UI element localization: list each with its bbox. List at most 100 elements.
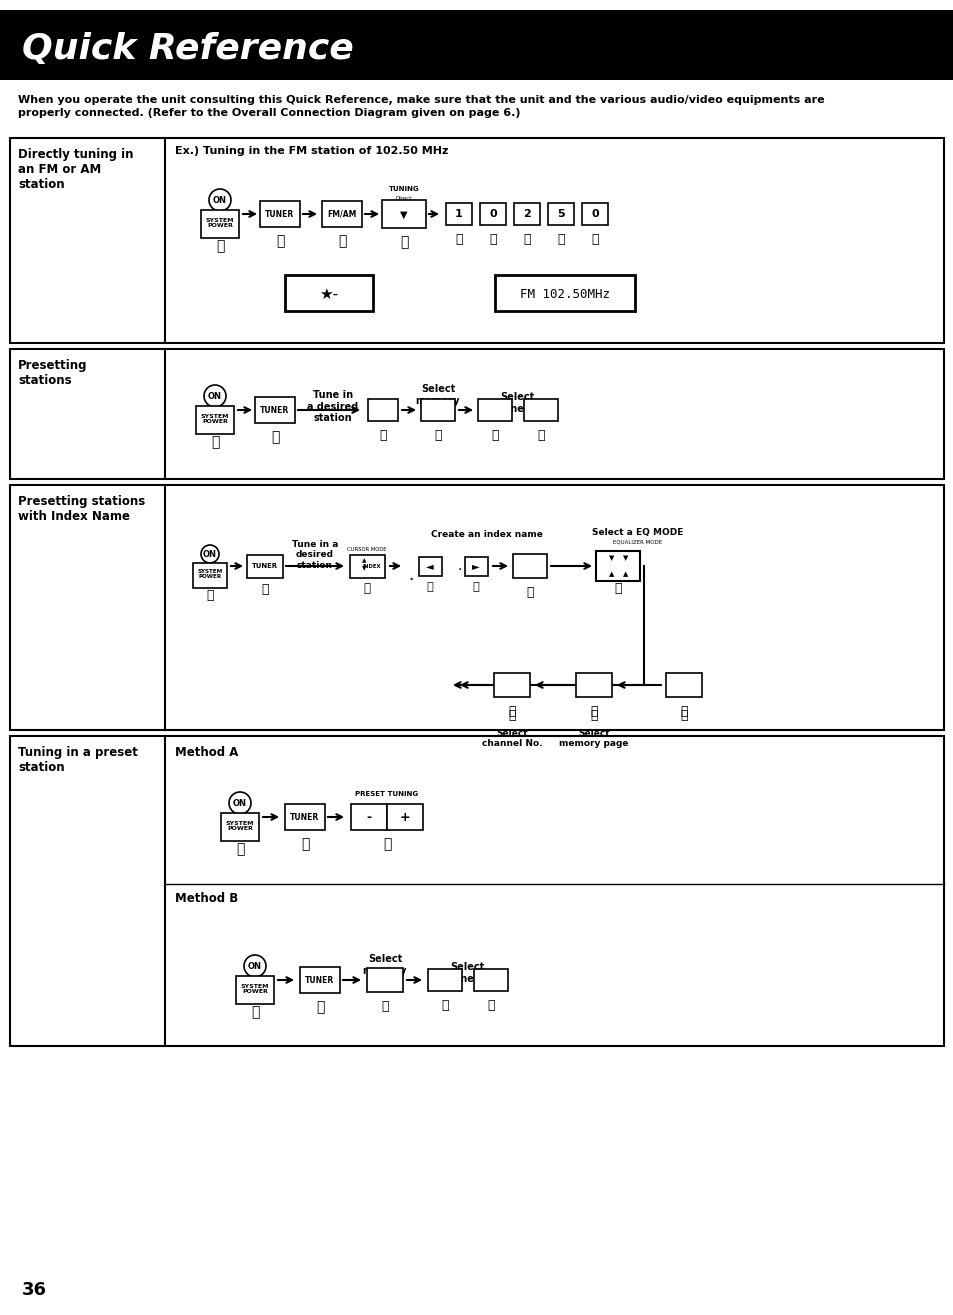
- Text: -: -: [518, 402, 523, 417]
- FancyBboxPatch shape: [514, 203, 539, 225]
- FancyBboxPatch shape: [247, 555, 283, 579]
- Text: ON: ON: [233, 798, 247, 807]
- FancyBboxPatch shape: [254, 397, 294, 423]
- Text: ✋: ✋: [382, 838, 391, 851]
- FancyBboxPatch shape: [464, 558, 488, 576]
- Text: 5: 5: [557, 209, 564, 220]
- Text: ✋: ✋: [434, 429, 441, 442]
- FancyBboxPatch shape: [387, 803, 422, 830]
- FancyBboxPatch shape: [350, 555, 385, 579]
- FancyBboxPatch shape: [260, 201, 299, 227]
- FancyBboxPatch shape: [418, 558, 441, 576]
- Text: INDEX: INDEX: [362, 564, 381, 568]
- FancyBboxPatch shape: [420, 398, 455, 421]
- Text: Select
memory
page: Select memory page: [416, 384, 459, 417]
- Text: ✋: ✋: [679, 705, 687, 718]
- FancyBboxPatch shape: [446, 203, 472, 225]
- Text: Select
channel No.: Select channel No.: [484, 392, 549, 414]
- Text: ✋: ✋: [508, 705, 516, 718]
- Circle shape: [244, 955, 266, 977]
- Text: ✋: ✋: [251, 1005, 259, 1019]
- Text: ✋: ✋: [206, 589, 213, 601]
- Text: PRESET TUNING: PRESET TUNING: [355, 792, 418, 797]
- FancyBboxPatch shape: [474, 969, 507, 992]
- Text: 0: 0: [489, 209, 497, 220]
- Text: ON: ON: [248, 961, 262, 970]
- FancyBboxPatch shape: [221, 813, 258, 842]
- FancyBboxPatch shape: [201, 210, 239, 238]
- Text: ▲: ▲: [622, 571, 628, 577]
- Text: ✋: ✋: [557, 233, 564, 246]
- FancyBboxPatch shape: [494, 673, 530, 697]
- FancyBboxPatch shape: [285, 275, 373, 312]
- Text: ON: ON: [208, 392, 222, 401]
- Text: ✋: ✋: [399, 235, 408, 249]
- FancyBboxPatch shape: [351, 803, 387, 830]
- FancyBboxPatch shape: [368, 398, 397, 421]
- Text: SYSTEM
POWER: SYSTEM POWER: [200, 414, 229, 425]
- Text: FM/AM: FM/AM: [327, 209, 356, 218]
- FancyBboxPatch shape: [299, 967, 339, 993]
- FancyBboxPatch shape: [523, 398, 558, 421]
- Text: Select
memory page: Select memory page: [558, 729, 628, 748]
- Text: Direct: Direct: [395, 196, 412, 200]
- FancyBboxPatch shape: [10, 348, 943, 479]
- Text: ▼: ▼: [361, 567, 366, 572]
- Text: ▲: ▲: [361, 559, 366, 564]
- Text: ▲: ▲: [609, 571, 614, 577]
- Text: ✋: ✋: [215, 239, 224, 252]
- Text: ►: ►: [472, 562, 479, 571]
- Text: ◄: ◄: [426, 562, 434, 571]
- Text: ✋: ✋: [271, 430, 279, 444]
- Text: ✋: ✋: [489, 233, 497, 246]
- Text: 36: 36: [22, 1281, 47, 1299]
- Text: ★-: ★-: [319, 287, 338, 301]
- Text: Method A: Method A: [174, 746, 238, 759]
- Text: ✋: ✋: [300, 838, 309, 851]
- Text: Tune in a
desired
station: Tune in a desired station: [292, 540, 337, 569]
- Text: Method B: Method B: [174, 892, 238, 905]
- Text: ✋: ✋: [590, 709, 598, 722]
- Text: ✋: ✋: [261, 583, 269, 596]
- Text: +: +: [399, 810, 410, 823]
- FancyBboxPatch shape: [367, 968, 402, 992]
- Text: ✋: ✋: [508, 709, 516, 722]
- Circle shape: [201, 544, 219, 563]
- Text: TUNER: TUNER: [265, 209, 294, 218]
- Text: Presetting stations
with Index Name: Presetting stations with Index Name: [18, 494, 145, 523]
- FancyBboxPatch shape: [581, 203, 607, 225]
- Text: -: -: [467, 973, 472, 988]
- FancyBboxPatch shape: [285, 803, 325, 830]
- Text: ✋: ✋: [337, 234, 346, 249]
- Text: When you operate the unit consulting this Quick Reference, make sure that the un: When you operate the unit consulting thi…: [18, 95, 823, 118]
- FancyBboxPatch shape: [547, 203, 574, 225]
- FancyBboxPatch shape: [381, 200, 426, 227]
- FancyBboxPatch shape: [193, 563, 227, 588]
- Text: TUNER: TUNER: [290, 813, 319, 822]
- Text: -: -: [366, 810, 371, 823]
- FancyBboxPatch shape: [479, 203, 505, 225]
- Text: Ex.) Tuning in the FM station of 102.50 MHz: Ex.) Tuning in the FM station of 102.50 …: [174, 146, 448, 156]
- Circle shape: [229, 792, 251, 814]
- Text: Select
channel No.: Select channel No.: [434, 963, 499, 984]
- Text: SYSTEM
POWER: SYSTEM POWER: [226, 821, 254, 831]
- Circle shape: [204, 385, 226, 408]
- Text: Select
channel No.: Select channel No.: [481, 729, 541, 748]
- Text: ✋: ✋: [590, 705, 598, 718]
- Text: 2: 2: [522, 209, 530, 220]
- Text: TUNER: TUNER: [252, 563, 277, 569]
- FancyBboxPatch shape: [10, 138, 943, 343]
- FancyBboxPatch shape: [665, 673, 701, 697]
- Text: ✋: ✋: [381, 999, 388, 1013]
- FancyBboxPatch shape: [596, 551, 639, 581]
- Text: .: .: [408, 565, 414, 584]
- Text: ▼: ▼: [609, 555, 614, 562]
- FancyBboxPatch shape: [322, 201, 361, 227]
- Text: ✋: ✋: [491, 429, 498, 442]
- Text: ✋: ✋: [537, 429, 544, 442]
- Text: ✋: ✋: [472, 583, 478, 592]
- Text: ✋: ✋: [591, 233, 598, 246]
- Text: Presetting
stations: Presetting stations: [18, 359, 88, 387]
- Text: ✋: ✋: [235, 842, 244, 856]
- FancyBboxPatch shape: [0, 11, 953, 80]
